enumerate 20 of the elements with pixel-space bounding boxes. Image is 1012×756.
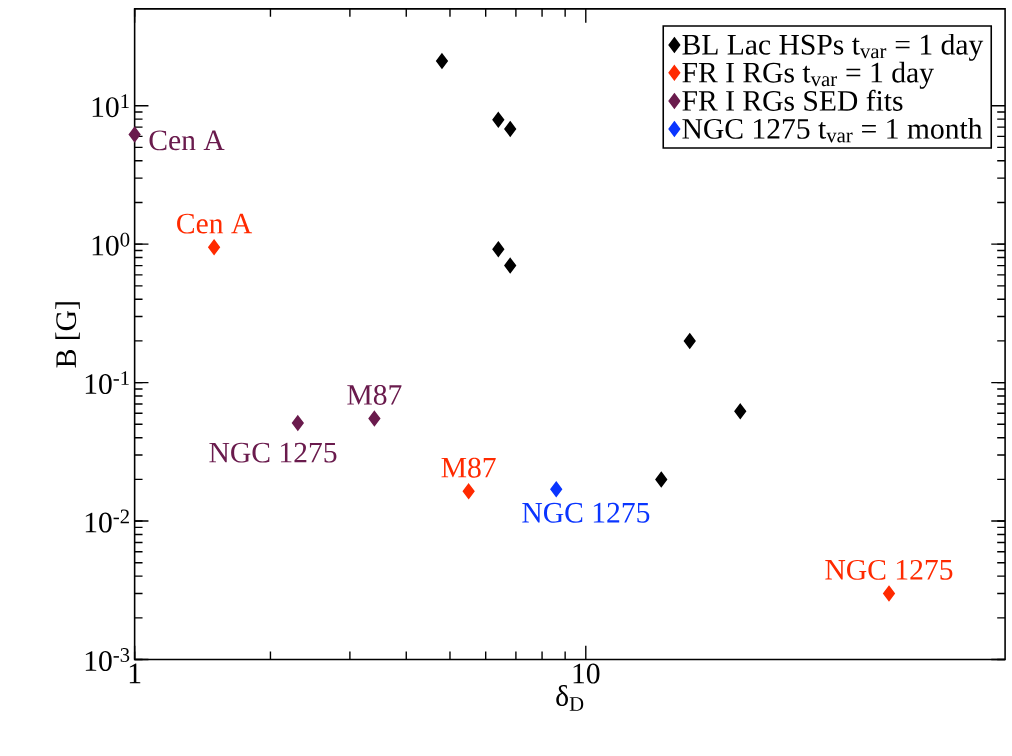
legend-label: NGC 1275 t$_{var}$ = 1 month — [682, 118, 983, 143]
x-tick-label: 1 — [129, 663, 141, 684]
annotation: NGC 1275 — [209, 442, 337, 463]
annotation: Cen A — [177, 213, 253, 234]
x-axis-title: δ$_{D}$ — [556, 685, 584, 712]
y-tick-label: 10$^{-2}$ — [85, 509, 129, 533]
y-tick-label: 10$^{0}$ — [92, 232, 130, 256]
annotation: NGC 1275 — [825, 560, 953, 581]
x-tick-label: 10 — [573, 663, 600, 684]
y-tick-label: 10$^{-3}$ — [85, 648, 130, 672]
legend-label: FR I RGs t$_{var}$ = 1 day — [682, 62, 934, 89]
annotation: M87 — [441, 457, 496, 478]
y-tick-label: 10$^{1}$ — [92, 94, 129, 118]
annotation: Cen A — [149, 130, 225, 151]
y-tick-label: 10$^{-1}$ — [85, 371, 129, 395]
legend-label: BL Lac HSPs t$_{var}$ = 1 day — [682, 34, 984, 62]
legend-label: FR I RGs SED fits — [682, 89, 903, 112]
annotation: NGC 1275 — [522, 503, 650, 523]
annotation: M87 — [347, 385, 402, 406]
y-axis-title: B [G] — [55, 302, 80, 368]
